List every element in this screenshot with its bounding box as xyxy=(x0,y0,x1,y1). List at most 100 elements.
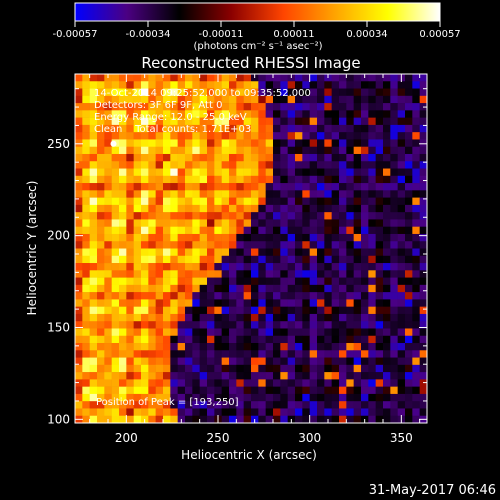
heatmap-cell xyxy=(75,364,83,373)
heatmap-cell xyxy=(126,132,134,140)
heatmap-cell xyxy=(273,110,281,118)
heatmap-cell xyxy=(331,183,340,191)
heatmap-cell xyxy=(324,110,332,118)
heatmap-cell xyxy=(273,277,281,286)
heatmap-cell xyxy=(390,95,398,104)
heatmap-cell xyxy=(405,204,413,213)
heatmap-cell xyxy=(236,175,244,184)
heatmap-cell xyxy=(375,146,384,155)
heatmap-cell xyxy=(280,306,288,315)
heatmap-cell xyxy=(89,328,98,337)
heatmap-cell xyxy=(309,74,318,82)
heatmap-cell xyxy=(375,124,384,133)
heatmap-cell xyxy=(390,168,398,177)
heatmap-cell xyxy=(199,393,208,402)
heatmap-cell xyxy=(236,372,244,380)
heatmap-cell xyxy=(346,335,354,344)
heatmap-cell xyxy=(243,139,252,148)
heatmap-cell xyxy=(339,393,347,402)
heatmap-cell xyxy=(324,161,332,169)
heatmap-cell xyxy=(324,401,332,409)
heatmap-cell xyxy=(89,263,98,271)
heatmap-cell xyxy=(207,161,215,169)
heatmap-cell xyxy=(324,386,332,395)
heatmap-cell xyxy=(229,183,237,191)
heatmap-cell xyxy=(280,393,288,402)
heatmap-cell xyxy=(163,81,171,89)
heatmap-cell xyxy=(287,146,296,155)
x-axis-label: Heliocentric X (arcsec) xyxy=(181,448,317,462)
heatmap-cell xyxy=(383,372,391,380)
heatmap-cell xyxy=(170,219,178,227)
heatmap-cell xyxy=(148,364,156,373)
heatmap-cell xyxy=(405,132,413,140)
heatmap-cell xyxy=(141,153,149,162)
heatmap-cell xyxy=(104,408,112,417)
heatmap-cell xyxy=(317,117,325,126)
heatmap-cell xyxy=(287,248,296,257)
heatmap-cell xyxy=(331,212,340,220)
colorbar-tick-label: -0.00034 xyxy=(126,29,171,40)
heatmap-cell xyxy=(324,219,332,227)
heatmap-cell xyxy=(214,81,222,89)
heatmap-cell xyxy=(251,335,259,344)
heatmap-cell xyxy=(339,117,347,126)
heatmap-cell xyxy=(287,161,296,169)
heatmap-cell xyxy=(251,219,259,227)
heatmap-cell xyxy=(229,248,237,257)
heatmap-cell xyxy=(148,357,156,366)
heatmap-cell xyxy=(346,161,354,169)
heatmap-cell xyxy=(104,299,112,307)
heatmap-cell xyxy=(111,364,120,373)
heatmap-cell xyxy=(192,415,200,423)
heatmap-cell xyxy=(185,190,193,198)
heatmap-cell xyxy=(353,204,362,213)
heatmap-cell xyxy=(302,117,310,126)
heatmap-cell xyxy=(375,284,384,293)
heatmap-cell xyxy=(309,357,318,366)
heatmap-cell xyxy=(309,124,318,133)
heatmap-cell xyxy=(280,146,288,155)
heatmap-cell xyxy=(383,241,391,249)
heatmap-cell xyxy=(82,335,90,344)
heatmap-cell xyxy=(126,168,134,177)
heatmap-cell xyxy=(317,343,325,351)
heatmap-cell xyxy=(412,88,420,97)
heatmap-cell xyxy=(75,328,83,337)
heatmap-cell xyxy=(346,74,354,82)
heatmap-cell xyxy=(295,415,303,423)
heatmap-cell xyxy=(273,313,281,322)
heatmap-cell xyxy=(221,248,230,257)
heatmap-cell xyxy=(148,81,156,89)
heatmap-cell xyxy=(353,357,362,366)
heatmap-cell xyxy=(309,372,318,380)
heatmap-cell xyxy=(346,110,354,118)
heatmap-cell xyxy=(339,284,347,293)
heatmap-cell xyxy=(295,328,303,337)
heatmap-cell xyxy=(163,153,171,162)
heatmap-cell xyxy=(75,81,83,89)
heatmap-cell xyxy=(375,175,384,184)
heatmap-cell xyxy=(163,161,171,169)
heatmap-cell xyxy=(346,379,354,387)
heatmap-cell xyxy=(133,226,142,235)
heatmap-cell xyxy=(397,292,406,300)
heatmap-cell xyxy=(243,219,252,227)
heatmap-cell xyxy=(302,146,310,155)
heatmap-cell xyxy=(75,161,83,169)
heatmap-cell xyxy=(170,415,178,423)
heatmap-cell xyxy=(273,248,281,257)
heatmap-cell xyxy=(104,328,112,337)
heatmap-cell xyxy=(273,306,281,315)
heatmap-cell xyxy=(390,132,398,140)
heatmap-cell xyxy=(295,226,303,235)
heatmap-cell xyxy=(97,81,105,89)
heatmap-cell xyxy=(331,284,340,293)
heatmap-cell xyxy=(221,393,230,402)
heatmap-cell xyxy=(353,255,362,264)
heatmap-cell xyxy=(353,313,362,322)
heatmap-cell xyxy=(214,372,222,380)
heatmap-cell xyxy=(390,124,398,133)
heatmap-cell xyxy=(383,415,391,423)
heatmap-cell xyxy=(346,248,354,257)
